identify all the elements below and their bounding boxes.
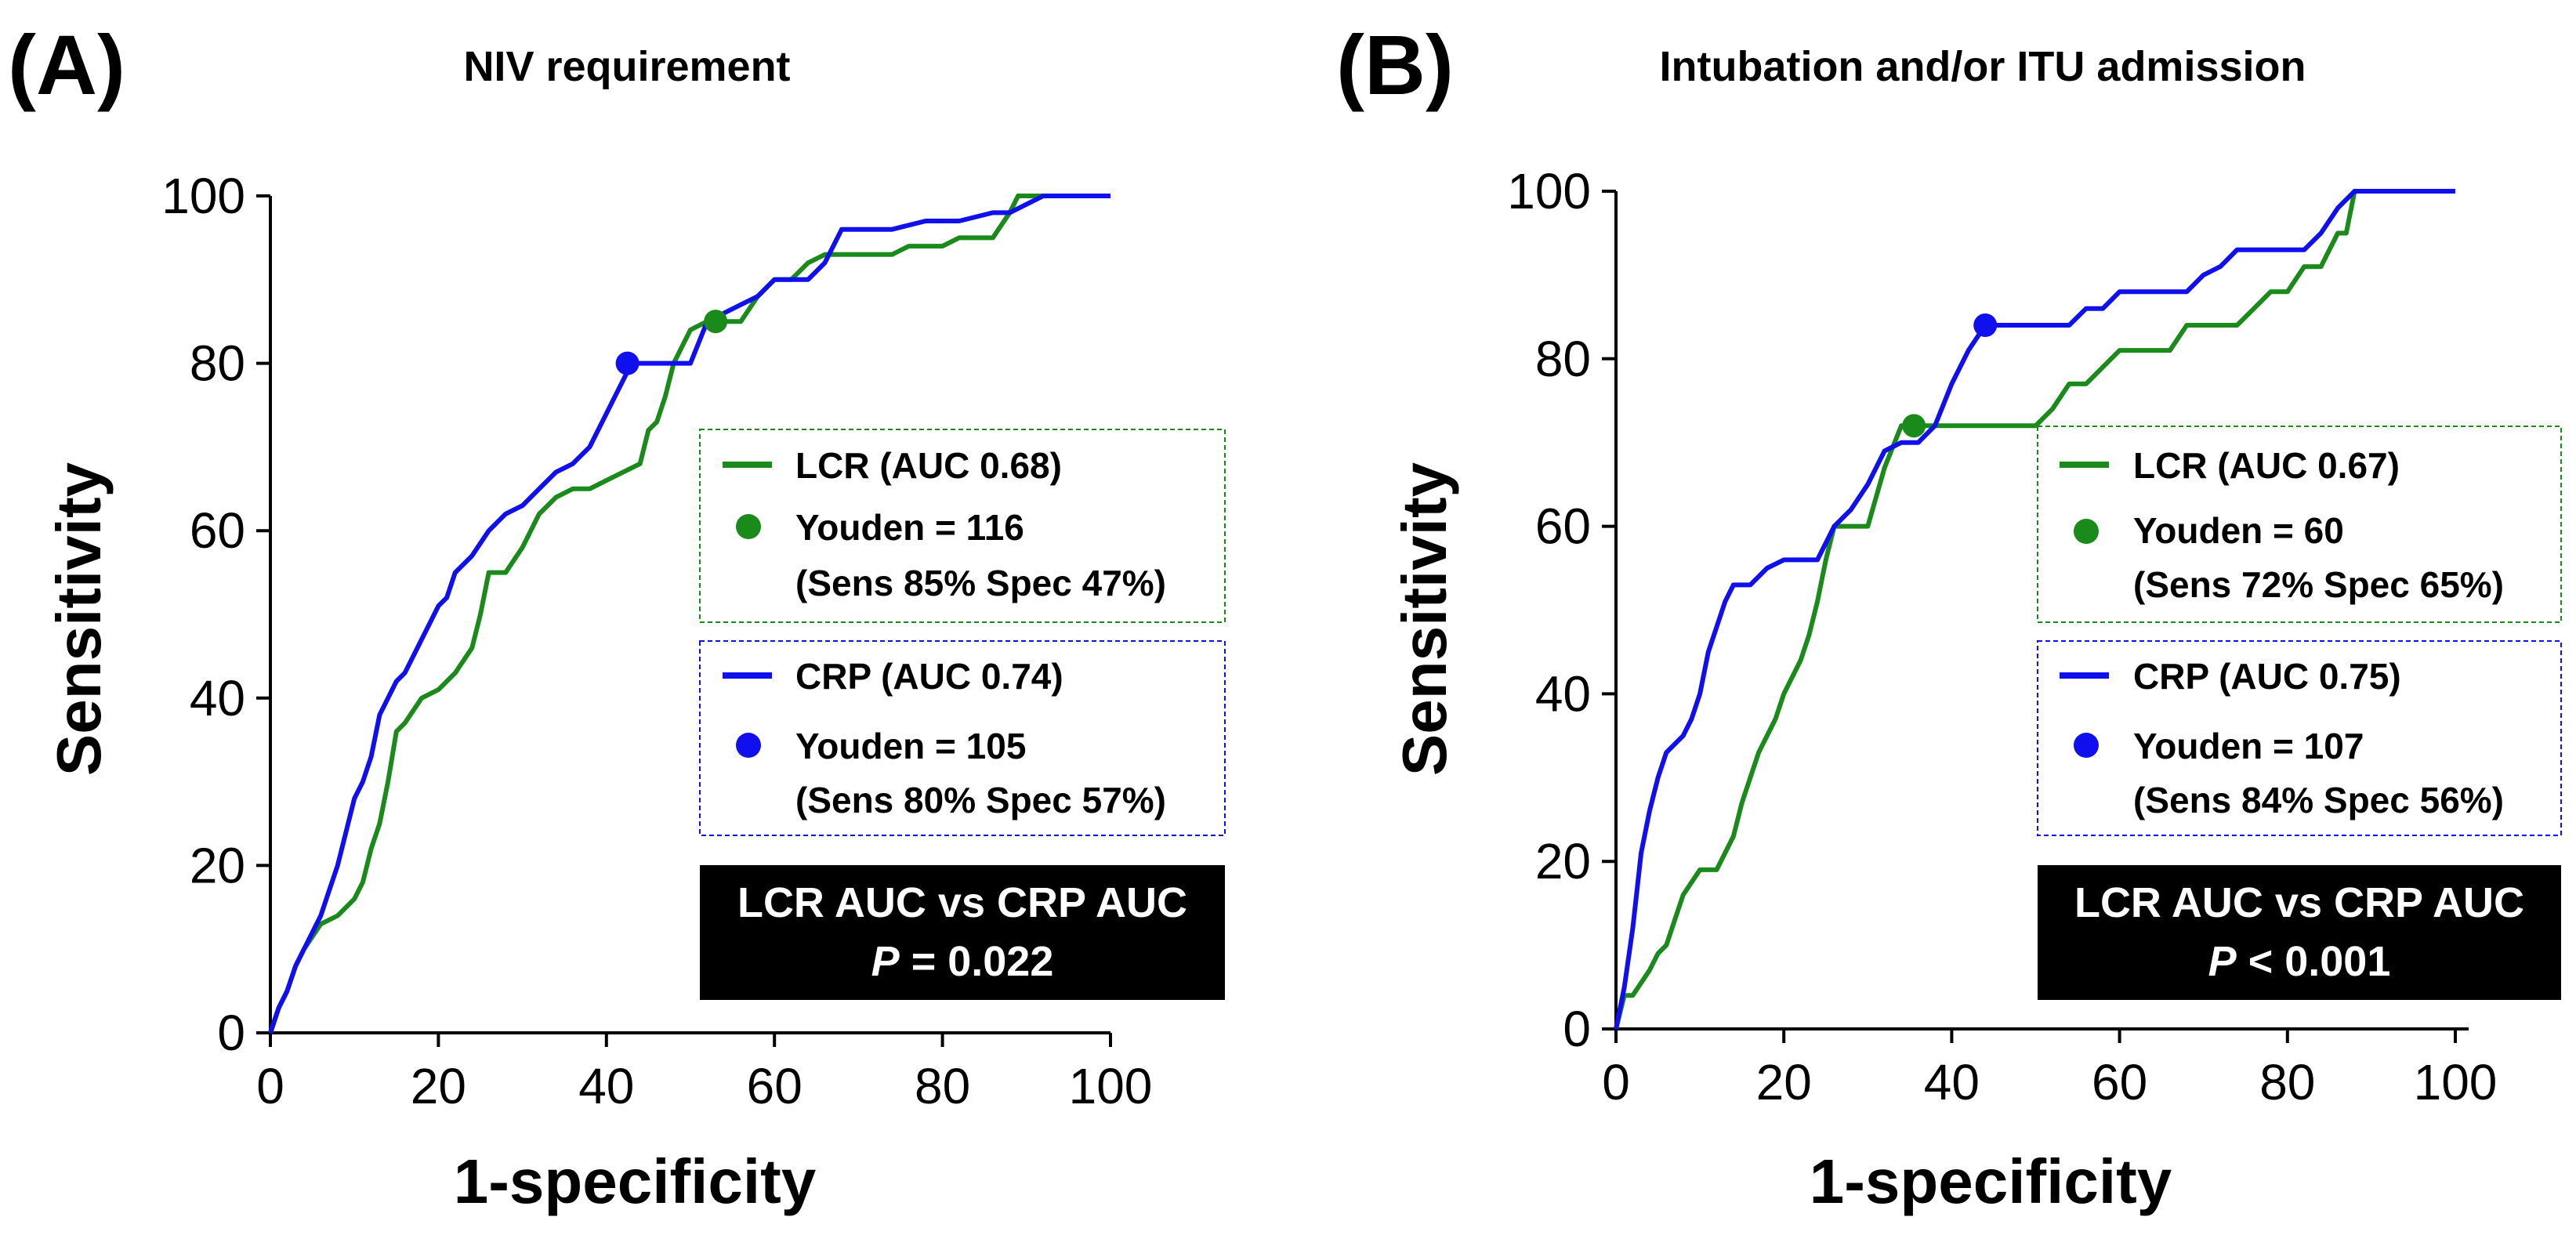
legend-crp-sens-spec: (Sens 80% Spec 57%) <box>795 780 1166 820</box>
crp-roc-curve <box>268 194 1110 1034</box>
x-axis-title-a: 1-specificity <box>454 1146 817 1216</box>
y-tick-label: 100 <box>161 168 245 224</box>
p-label: P <box>2208 938 2237 985</box>
legend-box <box>2037 640 2562 836</box>
legend-marker-crp <box>2074 733 2099 758</box>
axes-b <box>1614 191 2469 1030</box>
y-axis-title-a: Sensitivity <box>44 462 114 776</box>
y-tick-label: 0 <box>1563 1001 1591 1057</box>
legend-marker-lcr <box>2074 519 2099 544</box>
legend-lcr-youden: Youden = 60 <box>2133 510 2344 551</box>
x-axis-title-b: 1-specificity <box>1810 1146 2172 1216</box>
stat-box-p: P < 0.001 <box>2208 938 2391 985</box>
y-tick-label: 40 <box>190 670 245 726</box>
x-tick-label: 100 <box>1069 1058 1153 1114</box>
p-value: < 0.001 <box>2248 938 2391 985</box>
x-tick-label: 0 <box>1602 1054 1630 1110</box>
legend-box <box>699 429 1226 623</box>
y-tick-label: 0 <box>217 1005 245 1061</box>
panel-a: (A) NIV requirement 00 20 20 40 40 60 60 80 80 10… <box>8 17 1226 1216</box>
legend-lcr-sens-spec: (Sens 85% Spec 47%) <box>795 563 1166 603</box>
y-tick-label: 20 <box>190 837 245 893</box>
lcr-youden-point <box>1902 414 1926 438</box>
y-tick-label: 80 <box>190 335 245 392</box>
y-tick-label: 40 <box>1535 665 1591 722</box>
y-tick-label: 60 <box>1535 498 1591 555</box>
y-tick-label: 100 <box>1507 163 1591 219</box>
x-tick-label: 40 <box>578 1058 634 1114</box>
x-tick-label: 60 <box>2092 1054 2147 1110</box>
legend-marker-lcr <box>736 514 761 539</box>
legend-crp-sens-spec: (Sens 84% Spec 56%) <box>2133 780 2504 820</box>
lcr-youden-point <box>704 310 728 334</box>
y-axis-title-b: Sensitivity <box>1389 462 1459 776</box>
x-tick-label: 80 <box>2259 1054 2315 1110</box>
x-tick-label: 80 <box>915 1058 970 1114</box>
ticks-b: 00 20 20 40 40 60 60 80 80 100 100 <box>1507 163 2497 1110</box>
stat-box-bg <box>700 865 1225 1000</box>
chart-title-b: Intubation and/or ITU admission <box>1659 43 2306 90</box>
legend-lcr-label: LCR (AUC 0.67) <box>2133 445 2400 486</box>
y-tick-label: 20 <box>1535 833 1591 889</box>
crp-roc-curve <box>1614 189 2455 1030</box>
legend-crp-youden: Youden = 105 <box>795 726 1026 766</box>
stat-box-bg <box>2038 865 2561 1000</box>
stat-box-p: P = 0.022 <box>871 938 1054 985</box>
panel-b: (B) Intubation and/or ITU admission 00 20… <box>1336 17 2562 1216</box>
chart-title-a: NIV requirement <box>463 43 790 90</box>
legend-marker-crp <box>736 733 761 758</box>
legend-box <box>699 640 1226 836</box>
legend-lcr-label: LCR (AUC 0.68) <box>795 445 1062 486</box>
panel-label-b: (B) <box>1336 17 1454 112</box>
legend-crp-label: CRP (AUC 0.74) <box>795 656 1063 697</box>
panel-label-a: (A) <box>8 17 125 112</box>
x-tick-label: 0 <box>256 1058 284 1114</box>
x-tick-label: 60 <box>747 1058 803 1114</box>
stat-box-line1: LCR AUC vs CRP AUC <box>737 879 1187 926</box>
legend-box <box>2037 426 2562 623</box>
legend-lcr-b: LCR (AUC 0.67) Youden = 60 (Sens 72% Spe… <box>2037 426 2562 623</box>
curves-b <box>1614 189 2455 1030</box>
x-tick-label: 100 <box>2414 1054 2498 1110</box>
axes-a <box>269 196 1110 1034</box>
x-tick-label: 40 <box>1924 1054 1980 1110</box>
legend-lcr-a: LCR (AUC 0.68) Youden = 116 (Sens 85% Sp… <box>699 429 1226 623</box>
lcr-roc-curve <box>268 194 1110 1034</box>
curves-a <box>268 194 1110 1034</box>
stat-box-b: LCR AUC vs CRP AUC P < 0.001 <box>2038 865 2561 1000</box>
p-value: = 0.022 <box>911 938 1054 985</box>
stat-box-line1: LCR AUC vs CRP AUC <box>2074 879 2524 926</box>
lcr-roc-curve <box>1614 189 2455 1030</box>
legend-crp-label: CRP (AUC 0.75) <box>2133 656 2401 697</box>
crp-youden-point <box>615 351 639 375</box>
ticks-a: 00 20 20 40 40 60 60 80 80 100 100 <box>161 168 1152 1114</box>
y-tick-label: 60 <box>190 502 245 559</box>
legend-crp-youden: Youden = 107 <box>2133 726 2364 766</box>
x-tick-label: 20 <box>411 1058 466 1114</box>
stat-box-a: LCR AUC vs CRP AUC P = 0.022 <box>700 865 1225 1000</box>
legend-crp-a: CRP (AUC 0.74) Youden = 105 (Sens 80% Sp… <box>699 640 1226 836</box>
x-tick-label: 20 <box>1756 1054 1812 1110</box>
p-label: P <box>871 938 900 985</box>
legend-lcr-youden: Youden = 116 <box>795 507 1024 548</box>
y-tick-label: 80 <box>1535 331 1591 387</box>
legend-lcr-sens-spec: (Sens 72% Spec 65%) <box>2133 564 2504 605</box>
legend-crp-b: CRP (AUC 0.75) Youden = 107 (Sens 84% Sp… <box>2037 640 2562 836</box>
crp-youden-point <box>1973 313 1998 338</box>
